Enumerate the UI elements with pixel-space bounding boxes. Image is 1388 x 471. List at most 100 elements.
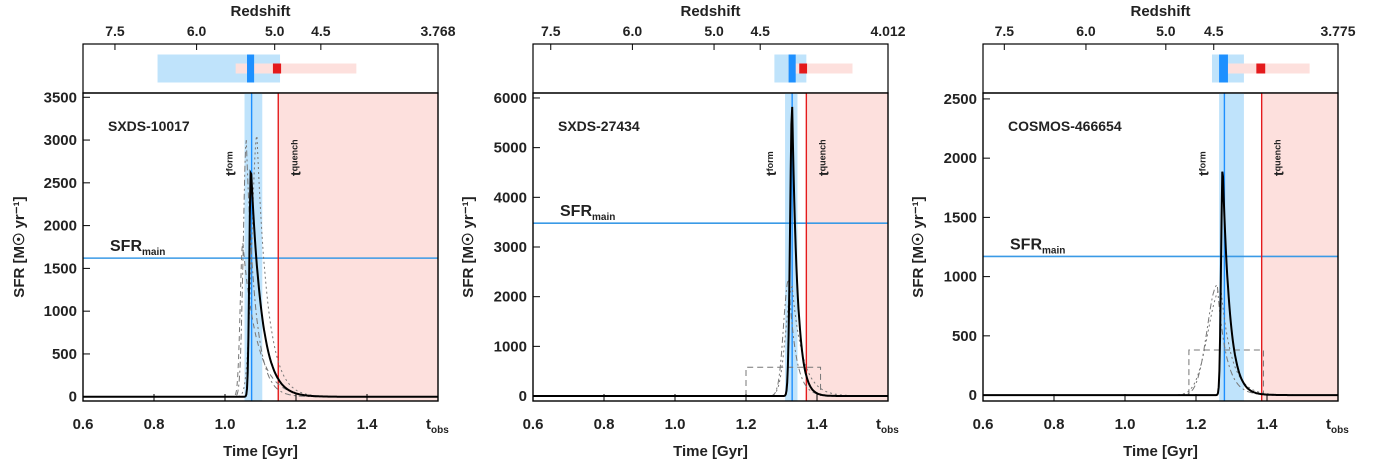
t-form-label: tform <box>223 151 239 176</box>
panel-1: 7.5 6.0 5.0 4.5 3.768RedshiftSFRmaintformtqu… <box>11 3 456 460</box>
redshift-axis-label: Redshift <box>231 3 291 20</box>
y-tick-label: 2500 <box>44 175 77 192</box>
t-quench-label: tquench <box>815 139 831 176</box>
y-tick-label: 2000 <box>944 150 977 167</box>
sfr-main-label-main: SFR <box>110 238 142 255</box>
redshift-tick-label: 4.012 <box>870 23 905 39</box>
plot-frame <box>982 92 1339 402</box>
panel-title: SXDS-27434 <box>558 118 640 134</box>
t-obs-subscript: obs <box>881 425 899 436</box>
y-tick-label: 0 <box>519 388 527 405</box>
x-tick-label: 1.4 <box>1257 416 1279 433</box>
redshift-tick-label: 4.5 <box>311 23 331 39</box>
t-obs-main: t <box>876 416 881 433</box>
quench-best-bar <box>1256 63 1266 74</box>
best-sfh-curve <box>983 171 1338 397</box>
t-form-label-subscript: form <box>1197 151 1207 171</box>
redshift-axis-label: Redshift <box>681 3 741 20</box>
t-quench-label: tquench <box>1271 139 1287 176</box>
x-axis-label: Time [Gyr] <box>673 443 748 460</box>
y-tick-label: 0 <box>69 389 77 406</box>
sfr-main-label-subscript: main <box>142 247 165 258</box>
y-tick-label: 3000 <box>44 132 77 149</box>
y-tick-label: 3000 <box>494 239 527 256</box>
t-form-label-subscript: form <box>225 151 235 171</box>
t-obs-label: tobs <box>426 416 449 436</box>
x-tick-label: 1.2 <box>1186 416 1207 433</box>
sfr-main-label-main: SFR <box>560 203 592 220</box>
y-tick-label: 500 <box>52 346 77 363</box>
best-sfh-curve <box>83 169 438 398</box>
t-obs-label: tobs <box>876 416 899 436</box>
form-best-bar <box>788 54 796 83</box>
panel-2: 7.5 6.0 5.0 4.5 4.012RedshiftSFRmaintformtqu… <box>460 3 906 460</box>
form-region <box>1219 93 1244 401</box>
y-tick-label: 1000 <box>494 338 527 355</box>
panel-title: COSMOS-466654 <box>1008 118 1122 134</box>
y-tick-label: 5000 <box>494 140 527 157</box>
best-sfh-curve <box>533 106 888 397</box>
t-obs-label: tobs <box>1326 416 1349 436</box>
x-tick-label: 1.4 <box>807 416 829 433</box>
y-tick-label: 1000 <box>44 303 77 320</box>
y-axis-label: SFR [M☉ yr⁻¹] <box>460 196 477 297</box>
redshift-tick-label: 3.768 <box>420 23 455 39</box>
t-quench-label: tquench <box>287 139 303 176</box>
x-tick-label: 1.0 <box>1115 416 1136 433</box>
sfr-main-label: SFRmain <box>1010 236 1065 256</box>
redshift-tick-label: 6.0 <box>623 23 643 39</box>
x-tick-label: 0.6 <box>973 416 994 433</box>
t-quench-label-subscript: quench <box>817 139 827 171</box>
redshift-tick-label: 6.0 <box>1076 23 1096 39</box>
t-quench-label-subscript: quench <box>289 139 299 171</box>
t-form-label-main: t <box>223 171 239 176</box>
t-obs-subscript: obs <box>1331 425 1349 436</box>
redshift-tick-label: 7.5 <box>541 23 561 39</box>
redshift-tick-label: 5.0 <box>704 23 724 39</box>
y-tick-label: 6000 <box>494 90 527 107</box>
t-form-label-main: t <box>763 171 779 176</box>
redshift-tick-label: 4.5 <box>1204 23 1224 39</box>
t-obs-main: t <box>1326 416 1331 433</box>
redshift-tick-label: 5.0 <box>265 23 285 39</box>
y-tick-label: 2000 <box>494 289 527 306</box>
x-tick-label: 0.6 <box>73 416 94 433</box>
panel-title: SXDS-10017 <box>108 118 190 134</box>
y-tick-label: 2500 <box>944 91 977 108</box>
x-tick-label: 1.2 <box>286 416 307 433</box>
y-axis-label: SFR [M☉ yr⁻¹] <box>11 196 28 297</box>
panel-3: 7.5 6.0 5.0 4.5 3.775RedshiftSFRmaintformtqu… <box>910 3 1356 460</box>
quench-best-bar <box>799 63 808 74</box>
y-axis-label: SFR [M☉ yr⁻¹] <box>910 196 927 297</box>
quench-region <box>1261 93 1338 401</box>
t-quench-label-subscript: quench <box>1273 139 1283 171</box>
quench-range-bar <box>788 63 853 74</box>
y-tick-label: 1500 <box>44 260 77 277</box>
form-best-bar <box>247 54 255 83</box>
x-tick-label: 0.8 <box>594 416 615 433</box>
y-tick-label: 1500 <box>944 209 977 226</box>
redshift-tick-label: 5.0 <box>1156 23 1176 39</box>
sfr-main-label: SFRmain <box>560 203 615 223</box>
quench-range-bar <box>235 63 357 74</box>
sfr-main-label-subscript: main <box>592 212 615 223</box>
x-tick-label: 1.2 <box>736 416 757 433</box>
redshift-axis-label: Redshift <box>1131 3 1191 20</box>
sfr-main-label-subscript: main <box>1042 245 1065 256</box>
quench-region <box>278 93 438 401</box>
t-obs-subscript: obs <box>431 425 449 436</box>
alt-sfh-box <box>745 366 822 397</box>
x-tick-label: 0.8 <box>1044 416 1065 433</box>
t-quench-label-main: t <box>1271 171 1287 176</box>
alt-sfh-curve <box>83 242 438 398</box>
t-form-label: tform <box>763 151 779 176</box>
quench-region <box>806 93 888 401</box>
y-tick-label: 0 <box>969 387 977 404</box>
quench-best-bar <box>272 63 282 74</box>
y-tick-label: 3500 <box>44 89 77 106</box>
y-tick-label: 2000 <box>44 218 77 235</box>
redshift-tick-label: 7.5 <box>995 23 1015 39</box>
t-quench-label-main: t <box>287 171 303 176</box>
y-tick-label: 1000 <box>944 269 977 286</box>
